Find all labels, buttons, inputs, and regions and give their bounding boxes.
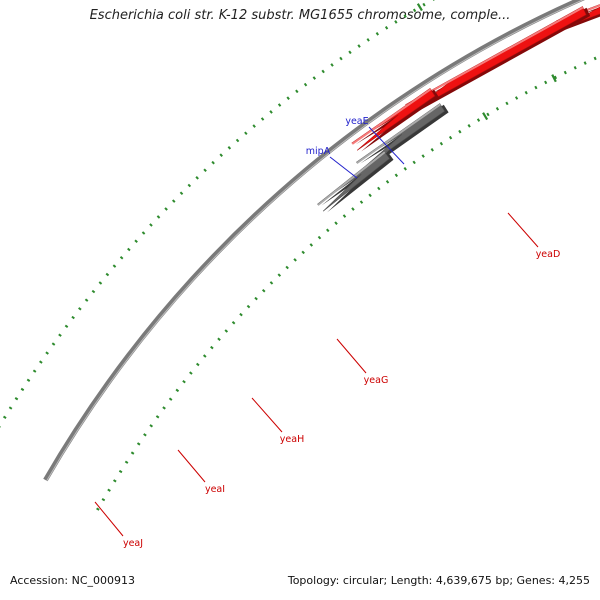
label-yeaD[interactable]: yeaD [507, 212, 561, 260]
feature-highlight [351, 88, 432, 145]
major-tick [482, 112, 489, 121]
feature-block[interactable] [317, 150, 394, 213]
label-yeaE[interactable]: yeaE [345, 116, 405, 165]
label-yeaJ[interactable]: yeaJ [94, 501, 143, 549]
backbone-highlight [46, 0, 584, 482]
feature-highlight [356, 103, 441, 165]
gene-name: yeaD [536, 249, 561, 260]
tick-dots [0, 0, 600, 511]
leader-line [329, 156, 358, 179]
gene-labels: yeaE mipA yeaD yeaG yeaH yeaI yeaJ [94, 116, 561, 549]
genome-summary-text: Topology: circular; Length: 4,639,675 bp… [287, 574, 590, 587]
backbone-line [43, 0, 586, 482]
feature-highlight [405, 6, 584, 107]
label-yeaG[interactable]: yeaG [336, 338, 389, 386]
major-tick [416, 3, 423, 12]
inner-tick-ring [96, 54, 600, 511]
outer-tick-ring [0, 0, 435, 429]
map-title: Escherichia coli str. K-12 substr. MG165… [89, 8, 511, 23]
leader-line [177, 449, 206, 483]
gene-name: yeaI [205, 484, 225, 495]
gene-name: yeaJ [123, 538, 143, 549]
leader-line [94, 501, 124, 537]
leader-line [336, 338, 367, 374]
gene-yeaJ[interactable] [355, 103, 449, 171]
leader-line [507, 212, 539, 248]
label-mipA[interactable]: mipA [306, 146, 358, 179]
gene-name: yeaG [364, 375, 389, 386]
chromosome-backbone [43, 0, 586, 482]
gene-name: yeaE [345, 116, 368, 127]
label-yeaI[interactable]: yeaI [177, 449, 225, 495]
accession-text: Accession: NC_000913 [10, 574, 136, 587]
leader-line [251, 397, 283, 433]
label-yeaH[interactable]: yeaH [251, 397, 304, 445]
gene-name: mipA [306, 146, 331, 157]
gene-features[interactable] [317, 0, 600, 213]
major-tick [551, 74, 557, 83]
leader-line [368, 126, 405, 165]
feature-highlight [317, 151, 386, 206]
feature-block[interactable] [351, 87, 439, 152]
gene-name: yeaH [280, 434, 304, 445]
